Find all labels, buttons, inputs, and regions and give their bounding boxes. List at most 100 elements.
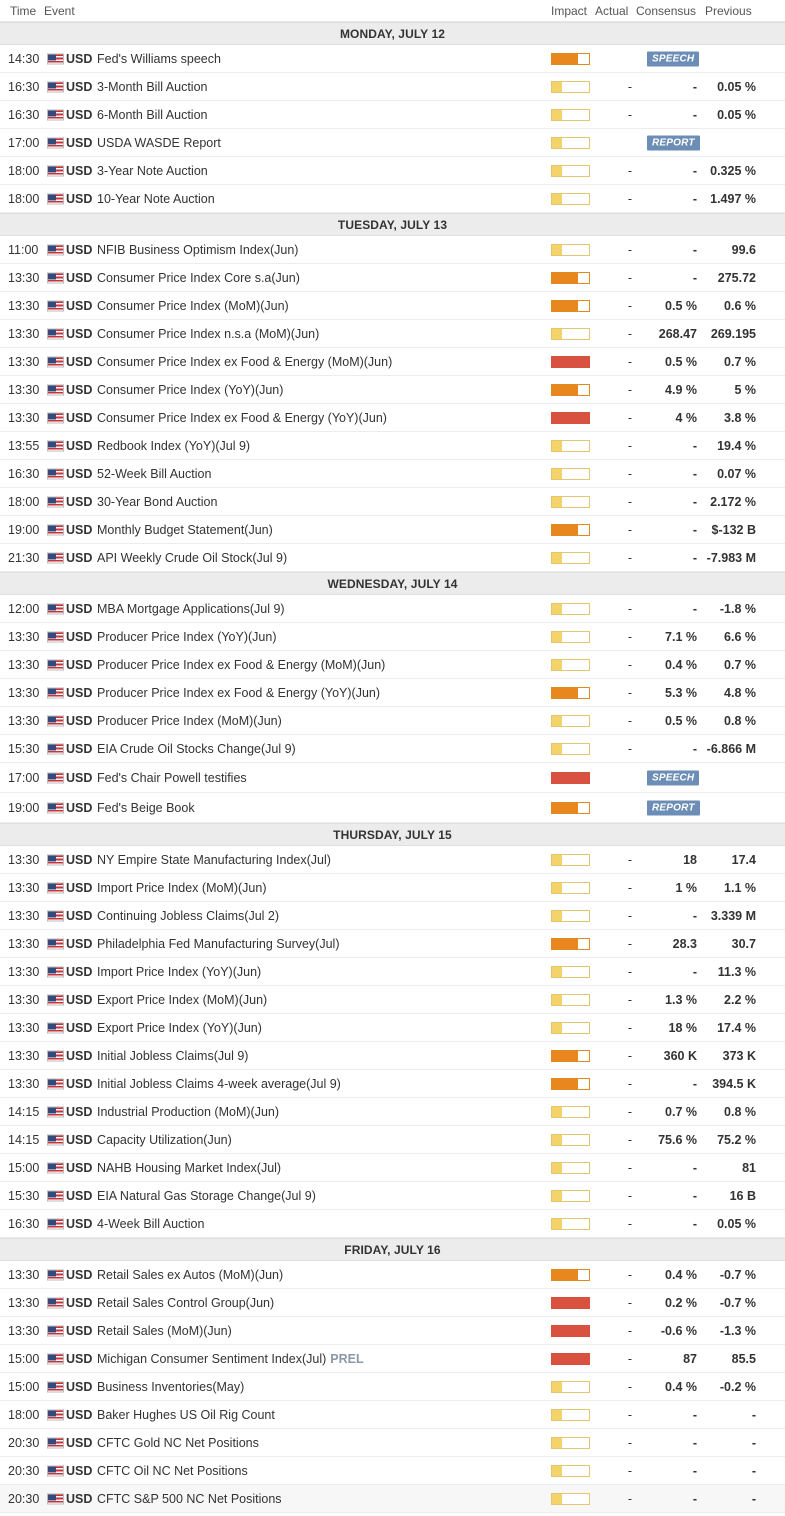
event-name[interactable]: 6-Month Bill Auction — [97, 108, 207, 122]
event-name-text[interactable]: Producer Price Index ex Food & Energy (M… — [97, 657, 386, 672]
event-name-text[interactable]: 3-Month Bill Auction — [97, 79, 208, 94]
event-row[interactable]: 13:30 USD Import Price Index (YoY)(Jun) - - 1… — [0, 958, 785, 986]
event-name[interactable]: Export Price Index (YoY)(Jun) — [97, 1021, 262, 1035]
event-name[interactable]: 10-Year Note Auction — [97, 192, 215, 206]
event-name-text[interactable]: 3-Year Note Auction — [97, 163, 208, 178]
event-row[interactable]: 15:30 USD EIA Natural Gas Storage Change(J… — [0, 1182, 785, 1210]
event-row[interactable]: 13:30 USD Import Price Index (MoM)(Jun) - 1 … — [0, 874, 785, 902]
event-name-text[interactable]: Consumer Price Index ex Food & Energy (M… — [97, 354, 393, 369]
event-name-text[interactable]: Redbook Index (YoY)(Jul 9) — [97, 438, 251, 453]
event-type-badge[interactable]: SPEECH — [647, 51, 700, 66]
event-name-text[interactable]: 4-Week Bill Auction — [97, 1216, 205, 1231]
event-name[interactable]: Initial Jobless Claims 4-week average(Ju… — [97, 1077, 341, 1091]
event-name[interactable]: Producer Price Index (MoM)(Jun) — [97, 714, 282, 728]
event-name-text[interactable]: Consumer Price Index (YoY)(Jun) — [97, 382, 284, 397]
event-name-text[interactable]: 52-Week Bill Auction — [97, 466, 212, 481]
event-name[interactable]: Capacity Utilization(Jun) — [97, 1133, 232, 1147]
event-name[interactable]: Consumer Price Index Core s.a(Jun) — [97, 271, 300, 285]
event-name[interactable]: CFTC S&P 500 NC Net Positions — [97, 1492, 282, 1506]
event-row[interactable]: 19:00 USD Fed's Beige Book REPORT — [0, 793, 785, 823]
event-name-text[interactable]: EIA Crude Oil Stocks Change(Jul 9) — [97, 741, 296, 756]
event-name-text[interactable]: Philadelphia Fed Manufacturing Survey(Ju… — [97, 936, 340, 951]
event-row[interactable]: 20:30 USD CFTC Gold NC Net Positions - - - — [0, 1429, 785, 1457]
event-name[interactable]: Monthly Budget Statement(Jun) — [97, 523, 273, 537]
event-name[interactable]: Retail Sales (MoM)(Jun) — [97, 1324, 232, 1338]
event-type-badge[interactable]: REPORT — [647, 800, 700, 815]
event-name[interactable]: 52-Week Bill Auction — [97, 467, 211, 481]
event-row[interactable]: 12:00 USD MBA Mortgage Applications(Jul 9)… — [0, 595, 785, 623]
event-name-text[interactable]: Fed's Williams speech — [97, 51, 221, 66]
event-name-text[interactable]: NY Empire State Manufacturing Index(Jul) — [97, 852, 331, 867]
event-name-text[interactable]: Initial Jobless Claims(Jul 9) — [97, 1048, 249, 1063]
event-name[interactable]: Fed's Beige Book — [97, 801, 195, 815]
event-name-text[interactable]: Fed's Chair Powell testifies — [97, 770, 247, 785]
event-name-text[interactable]: Producer Price Index (YoY)(Jun) — [97, 629, 277, 644]
event-name[interactable]: 3-Year Note Auction — [97, 164, 208, 178]
event-name[interactable]: Producer Price Index ex Food & Energy (Y… — [97, 686, 380, 700]
event-row[interactable]: 13:30 USD Initial Jobless Claims(Jul 9) - 36… — [0, 1042, 785, 1070]
event-name-text[interactable]: EIA Natural Gas Storage Change(Jul 9) — [97, 1188, 316, 1203]
event-name-text[interactable]: API Weekly Crude Oil Stock(Jul 9) — [97, 550, 288, 565]
event-name-text[interactable]: 6-Month Bill Auction — [97, 107, 208, 122]
event-name-text[interactable]: Consumer Price Index Core s.a(Jun) — [97, 270, 300, 285]
event-row[interactable]: 16:30 USD 4-Week Bill Auction - - 0.05 % — [0, 1210, 785, 1238]
event-name-text[interactable]: Michigan Consumer Sentiment Index(Jul) — [97, 1351, 327, 1366]
event-row[interactable]: 15:00 USD Business Inventories(May) - 0.4 % -… — [0, 1373, 785, 1401]
event-row[interactable]: 13:30 USD Consumer Price Index (YoY)(Jun) -… — [0, 376, 785, 404]
event-name-text[interactable]: Import Price Index (MoM)(Jun) — [97, 880, 267, 895]
event-name[interactable]: USDA WASDE Report — [97, 136, 221, 150]
event-name-text[interactable]: 30-Year Bond Auction — [97, 494, 218, 509]
event-name[interactable]: Consumer Price Index ex Food & Energy (Y… — [97, 411, 387, 425]
event-row[interactable]: 20:30 USD CFTC S&P 500 NC Net Positions - - - — [0, 1485, 785, 1513]
event-name-text[interactable]: Retail Sales ex Autos (MoM)(Jun) — [97, 1267, 284, 1282]
event-name-text[interactable]: Industrial Production (MoM)(Jun) — [97, 1104, 280, 1119]
event-name[interactable]: EIA Crude Oil Stocks Change(Jul 9) — [97, 742, 296, 756]
event-name-text[interactable]: Consumer Price Index ex Food & Energy (Y… — [97, 410, 387, 425]
event-name-text[interactable]: Consumer Price Index (MoM)(Jun) — [97, 298, 289, 313]
event-row[interactable]: 13:30 USD Consumer Price Index ex Food & E… — [0, 348, 785, 376]
event-row[interactable]: 15:00 USD Michigan Consumer Sentiment Inde… — [0, 1345, 785, 1373]
event-type-badge[interactable]: SPEECH — [647, 770, 700, 785]
event-name-text[interactable]: Export Price Index (YoY)(Jun) — [97, 1020, 262, 1035]
event-row[interactable]: 17:00 USD USDA WASDE Report REPORT — [0, 129, 785, 157]
event-row[interactable]: 18:00 USD 3-Year Note Auction - -0.325 % — [0, 157, 785, 185]
event-name-text[interactable]: Producer Price Index ex Food & Energy (Y… — [97, 685, 381, 700]
event-name[interactable]: Import Price Index (YoY)(Jun) — [97, 965, 261, 979]
event-name[interactable]: Producer Price Index (YoY)(Jun) — [97, 630, 276, 644]
header-event[interactable]: Event — [44, 3, 75, 18]
event-name[interactable]: Michigan Consumer Sentiment Index(Jul) PR… — [97, 1352, 364, 1366]
header-previous[interactable]: Previous — [705, 3, 752, 18]
event-name-text[interactable]: MBA Mortgage Applications(Jul 9) — [97, 601, 285, 616]
event-name[interactable]: Consumer Price Index n.s.a (MoM)(Jun) — [97, 327, 319, 341]
event-name-text[interactable]: Retail Sales (MoM)(Jun) — [97, 1323, 232, 1338]
event-name-text[interactable]: CFTC S&P 500 NC Net Positions — [97, 1491, 282, 1506]
event-row[interactable]: 13:30 USD Retail Sales (MoM)(Jun) - -0.6 % -1… — [0, 1317, 785, 1345]
event-name[interactable]: Philadelphia Fed Manufacturing Survey(Ju… — [97, 937, 340, 951]
event-row[interactable]: 15:30 USD EIA Crude Oil Stocks Change(Jul … — [0, 735, 785, 763]
event-row[interactable]: 14:15 USD Capacity Utilization(Jun) - 75.6 %… — [0, 1126, 785, 1154]
event-name[interactable]: CFTC Gold NC Net Positions — [97, 1436, 259, 1450]
event-row[interactable]: 13:30 USD Export Price Index (YoY)(Jun) - 18… — [0, 1014, 785, 1042]
event-name-text[interactable]: Export Price Index (MoM)(Jun) — [97, 992, 268, 1007]
event-row[interactable]: 15:00 USD NAHB Housing Market Index(Jul) - -… — [0, 1154, 785, 1182]
event-name-text[interactable]: Business Inventories(May) — [97, 1379, 245, 1394]
event-name-text[interactable]: NFIB Business Optimism Index(Jun) — [97, 242, 299, 257]
event-row[interactable]: 11:00 USD NFIB Business Optimism Index(Jun… — [0, 236, 785, 264]
event-name[interactable]: Fed's Williams speech — [97, 52, 221, 66]
event-name[interactable]: CFTC Oil NC Net Positions — [97, 1464, 248, 1478]
event-name-text[interactable]: Consumer Price Index n.s.a (MoM)(Jun) — [97, 326, 320, 341]
event-row[interactable]: 13:30 USD Producer Price Index ex Food & E… — [0, 679, 785, 707]
event-name-text[interactable]: Continuing Jobless Claims(Jul 2) — [97, 908, 280, 923]
event-name[interactable]: EIA Natural Gas Storage Change(Jul 9) — [97, 1189, 316, 1203]
event-name[interactable]: Industrial Production (MoM)(Jun) — [97, 1105, 279, 1119]
event-name[interactable]: Import Price Index (MoM)(Jun) — [97, 881, 266, 895]
event-type-badge[interactable]: REPORT — [647, 135, 700, 150]
event-row[interactable]: 18:00 USD Baker Hughes US Oil Rig Count - - - — [0, 1401, 785, 1429]
event-name[interactable]: 30-Year Bond Auction — [97, 495, 217, 509]
event-name[interactable]: Redbook Index (YoY)(Jul 9) — [97, 439, 250, 453]
event-row[interactable]: 13:55 USD Redbook Index (YoY)(Jul 9) - - 19.4… — [0, 432, 785, 460]
header-actual[interactable]: Actual — [595, 3, 629, 18]
event-name[interactable]: 3-Month Bill Auction — [97, 80, 207, 94]
event-name[interactable]: Consumer Price Index ex Food & Energy (M… — [97, 355, 392, 369]
event-name-text[interactable]: CFTC Gold NC Net Positions — [97, 1435, 259, 1450]
